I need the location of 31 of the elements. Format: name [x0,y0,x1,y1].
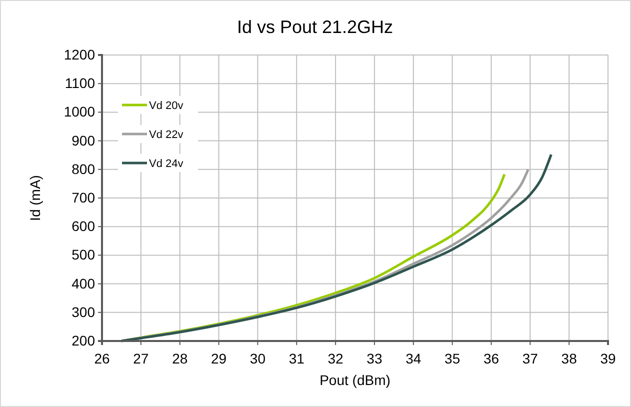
x-tick-label: 32 [328,350,344,366]
x-tick-label: 30 [250,350,266,366]
y-tick-label: 700 [72,189,96,206]
y-tick-label: 200 [72,332,96,348]
y-axis-title: Id (mA) [27,175,43,221]
x-tick-label: 37 [522,350,538,366]
legend-label: Vd 24v [149,158,184,170]
y-tick-label: 800 [72,160,96,177]
x-axis-title: Pout (dBm) [320,372,390,388]
y-tick-label: 300 [72,304,96,320]
y-tick-label: 1200 [64,46,96,62]
x-tick-label: 34 [406,350,422,366]
x-tick-label: 29 [210,350,227,366]
x-tick-label: 28 [172,350,188,366]
y-tick-label: 900 [72,132,96,148]
y-tick-label: 500 [72,246,96,263]
x-tick-label: 35 [444,350,460,366]
x-tick-label: 36 [483,350,500,366]
y-tick-label: 1000 [64,104,96,120]
x-tick-label: 39 [600,350,616,366]
legend-label: Vd 22v [149,129,184,141]
x-tick-label: 31 [288,350,305,366]
chart-title: Id vs Pout 21.2GHz [236,17,394,37]
x-tick-label: 33 [366,350,382,366]
x-tick-label: 26 [94,350,110,366]
x-tick-label: 27 [133,350,149,366]
x-tick-label: 38 [561,350,578,366]
y-tick-label: 1100 [64,75,96,92]
y-tick-label: 400 [72,275,96,292]
y-tick-label: 600 [72,218,96,234]
legend-label: Vd 20v [149,100,184,112]
